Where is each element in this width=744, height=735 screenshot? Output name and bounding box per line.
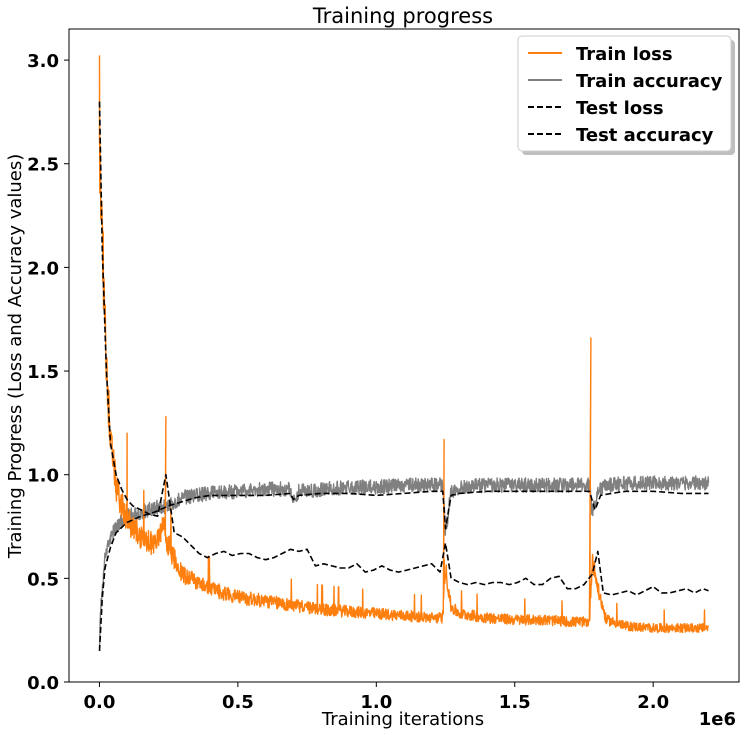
x-tick-label: 1.0 — [360, 692, 392, 713]
y-axis-ticks: 0.0 0.5 1.0 1.5 2.0 2.5 3.0 — [27, 51, 69, 694]
legend-label: Test accuracy — [576, 125, 714, 146]
series-train-accuracy — [98, 475, 710, 648]
chart-title: Training progress — [312, 4, 493, 28]
y-tick-label: 1.0 — [27, 466, 59, 487]
y-tick-label: 3.0 — [27, 51, 59, 72]
legend: Train loss Train accuracy Test loss Test ac… — [517, 35, 735, 155]
plot-frame — [68, 28, 740, 683]
series-train-loss — [98, 55, 709, 634]
x-axis-ticks: 0.0 0.5 1.0 1.5 2.0 — [84, 682, 669, 713]
x-tick-label: 2.0 — [637, 692, 669, 713]
y-tick-label: 0.5 — [27, 569, 59, 590]
series-test-loss — [98, 101, 709, 596]
y-tick-label: 2.5 — [27, 155, 59, 176]
y-tick-label: 0.0 — [27, 673, 59, 694]
x-axis-offset-label: 1e6 — [699, 709, 736, 730]
legend-label: Train loss — [576, 44, 673, 65]
legend-box — [517, 35, 732, 152]
x-tick-label: 1.5 — [499, 692, 531, 713]
legend-label: Train accuracy — [576, 71, 723, 92]
plot-series — [98, 55, 710, 651]
x-tick-label: 0.5 — [222, 692, 254, 713]
x-tick-label: 0.0 — [84, 692, 116, 713]
legend-label: Test loss — [576, 98, 664, 119]
y-axis-label: Training Progress (Loss and Accuracy val… — [5, 154, 26, 560]
x-axis-label: Training iterations — [321, 709, 484, 730]
y-tick-label: 1.5 — [27, 362, 59, 383]
y-tick-label: 2.0 — [27, 258, 59, 279]
series-test-accuracy — [98, 490, 709, 651]
